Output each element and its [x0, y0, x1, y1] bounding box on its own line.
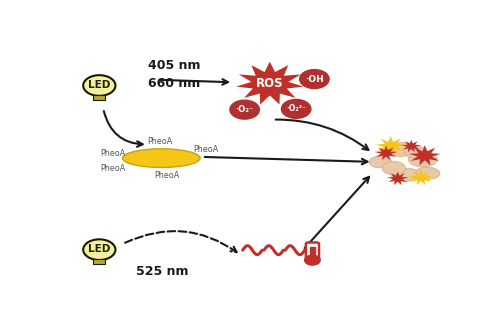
Text: PheoA: PheoA [154, 171, 180, 180]
FancyBboxPatch shape [94, 95, 105, 100]
Polygon shape [236, 62, 304, 105]
Text: LED: LED [88, 244, 110, 254]
Circle shape [300, 69, 329, 89]
Ellipse shape [404, 146, 425, 158]
Polygon shape [402, 140, 421, 152]
Polygon shape [374, 146, 398, 160]
Circle shape [282, 99, 311, 118]
Ellipse shape [392, 168, 419, 182]
Circle shape [83, 75, 116, 96]
Ellipse shape [369, 156, 392, 168]
Text: ROS: ROS [256, 77, 283, 90]
Text: PheoA: PheoA [100, 149, 126, 158]
FancyBboxPatch shape [310, 247, 315, 259]
Ellipse shape [122, 149, 200, 167]
FancyBboxPatch shape [306, 243, 319, 262]
Circle shape [230, 100, 260, 119]
Circle shape [83, 239, 116, 260]
Ellipse shape [408, 152, 438, 167]
Text: ·OH: ·OH [305, 75, 324, 84]
Ellipse shape [416, 167, 440, 179]
Polygon shape [376, 136, 406, 156]
Polygon shape [408, 170, 433, 185]
Text: PheoA: PheoA [193, 145, 218, 154]
Ellipse shape [382, 161, 406, 175]
Polygon shape [387, 172, 408, 185]
Text: ·O₂²⁻: ·O₂²⁻ [286, 104, 306, 113]
Circle shape [304, 255, 320, 265]
FancyBboxPatch shape [94, 259, 105, 265]
Text: ·O₂⁻: ·O₂⁻ [236, 105, 254, 114]
Text: 405 nm
660 nm: 405 nm 660 nm [148, 59, 200, 90]
Text: LED: LED [88, 79, 110, 89]
Text: PheoA: PheoA [100, 163, 126, 172]
Polygon shape [409, 145, 441, 165]
Ellipse shape [387, 142, 416, 156]
Text: 525 nm: 525 nm [136, 265, 188, 278]
Text: PheoA: PheoA [147, 137, 172, 146]
